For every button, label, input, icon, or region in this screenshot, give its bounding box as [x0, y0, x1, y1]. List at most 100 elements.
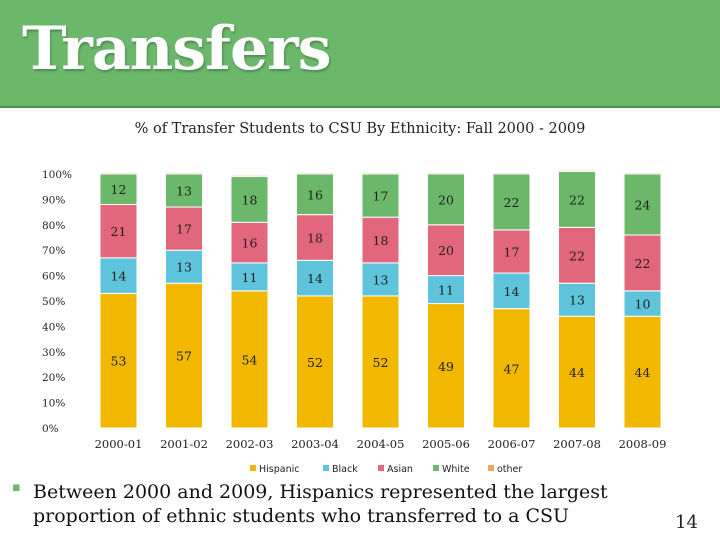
title-bar: Transfers	[0, 0, 720, 108]
bar-segment-hispanic	[99, 292, 138, 429]
bar-segment-asian	[427, 224, 465, 277]
y-tick-label: 30%	[42, 347, 65, 359]
x-tick-label: 2008-09	[619, 437, 667, 451]
bar-segment-other	[230, 174, 269, 178]
bar-segment-asian	[361, 216, 400, 264]
data-label: 13	[569, 293, 585, 308]
data-label: 13	[373, 272, 389, 287]
bullet-text: Between 2000 and 2009, Hispanics represe…	[33, 481, 608, 527]
legend-swatch	[323, 465, 329, 471]
data-label: 12	[111, 182, 127, 197]
data-label: 22	[504, 195, 520, 210]
legend-label: White	[442, 464, 470, 475]
data-label: 49	[438, 359, 454, 374]
legend-swatch	[488, 465, 494, 471]
bar-segment-white	[492, 173, 531, 231]
legend-label: Asian	[387, 464, 413, 475]
chart-title: % of Transfer Students to CSU By Ethnici…	[134, 121, 586, 137]
x-tick-label: 2002-03	[226, 437, 274, 451]
data-label: 16	[242, 236, 258, 251]
bar-segment-white	[623, 173, 662, 236]
data-label: 13	[176, 260, 192, 275]
bar-segment-white	[361, 173, 400, 218]
page-number: 14	[675, 512, 698, 533]
data-label: 52	[373, 355, 389, 370]
legend-label: Black	[332, 464, 358, 475]
bar-segment-other	[427, 172, 465, 175]
bar-segment-asian	[492, 229, 531, 274]
bar-segment-black	[623, 290, 662, 317]
legend-label: other	[497, 464, 522, 475]
data-label: 22	[569, 192, 585, 207]
bar-segment-hispanic	[492, 308, 531, 429]
data-label: 44	[635, 365, 651, 380]
bar-segment-hispanic	[165, 282, 203, 429]
y-tick-label: 70%	[42, 245, 65, 257]
data-label: 18	[242, 192, 258, 207]
data-label: 11	[438, 283, 454, 298]
y-tick-label: 50%	[42, 296, 65, 308]
x-tick-label: 2007-08	[553, 437, 601, 451]
bar-segment-hispanic	[427, 303, 465, 429]
bar-segment-other	[99, 172, 138, 175]
slide-title: Transfers	[22, 14, 332, 84]
x-tick-label: 2006-07	[488, 437, 536, 451]
bar-segment-asian	[623, 234, 662, 292]
bar-segment-hispanic	[623, 315, 662, 429]
data-label: 44	[569, 365, 585, 380]
y-tick-label: 100%	[42, 169, 72, 181]
x-tick-label: 2001-02	[160, 437, 208, 451]
data-label: 11	[242, 270, 258, 285]
bar-segment-black	[99, 257, 138, 294]
bar-segment-black	[361, 262, 400, 297]
y-tick-label: 10%	[42, 398, 65, 410]
data-label: 17	[176, 222, 192, 237]
data-label: 20	[438, 192, 454, 207]
data-label: 54	[242, 352, 258, 367]
x-tick-label: 2003-04	[291, 437, 339, 451]
stacked-bar-chart: 0% 10% 20% 30% 40% 50% 60% 70% 80% 90% 100% 53 14 21 1…	[42, 169, 667, 475]
bar-segment-hispanic	[361, 295, 400, 429]
bar-segment-hispanic	[558, 315, 596, 429]
legend-swatch	[433, 465, 439, 471]
data-label: 13	[176, 184, 192, 199]
data-label: 17	[373, 189, 389, 204]
x-tick-label: 2000-01	[95, 437, 143, 451]
data-label: 16	[307, 187, 323, 202]
data-label: 57	[176, 349, 192, 364]
data-label: 18	[373, 233, 389, 248]
data-label: 17	[504, 244, 520, 259]
legend-label: Hispanic	[259, 464, 299, 475]
y-tick-label: 40%	[42, 321, 65, 333]
bar-segment-other	[558, 169, 596, 172]
data-label: 10	[635, 297, 651, 312]
y-tick-label: 0%	[42, 423, 59, 435]
bullet-icon: ▪	[12, 480, 21, 495]
bar-segment-other	[623, 172, 662, 175]
bar-segment-white	[230, 176, 269, 223]
data-label: 14	[307, 271, 323, 286]
y-tick-label: 90%	[42, 194, 65, 206]
bar-segment-other	[492, 172, 531, 175]
data-label: 52	[307, 355, 323, 370]
legend-swatch	[378, 465, 384, 471]
data-label: 14	[504, 284, 520, 299]
data-label: 18	[307, 231, 323, 246]
y-tick-label: 80%	[42, 220, 65, 232]
bar-segment-other	[361, 172, 400, 175]
data-label: 14	[111, 269, 127, 284]
y-tick-label: 20%	[42, 372, 65, 384]
bar-segment-asian	[99, 203, 138, 259]
x-tick-label: 2004-05	[357, 437, 405, 451]
data-label: 53	[111, 354, 127, 369]
y-tick-label: 60%	[42, 271, 65, 283]
bar-segment-hispanic	[296, 295, 334, 429]
data-label: 20	[438, 243, 454, 258]
bar-segment-other	[296, 172, 334, 175]
bar-segment-white	[165, 173, 203, 208]
bar-segment-white	[427, 173, 465, 226]
data-label: 22	[569, 248, 585, 263]
bar-segment-black	[492, 272, 531, 310]
bar-segment-asian	[230, 221, 269, 264]
legend-swatch	[250, 465, 256, 471]
